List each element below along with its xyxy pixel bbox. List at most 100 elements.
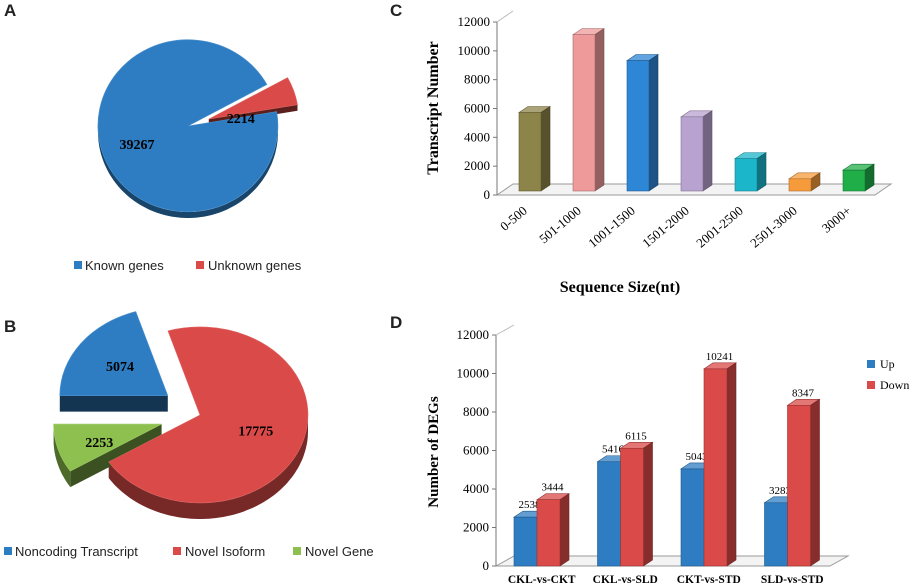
chart-d-x-tick-label-1: CKL-vs-SLD	[593, 574, 658, 586]
legend-b-swatch-1	[173, 547, 181, 555]
chart-d-bar-up-0	[513, 516, 538, 567]
pie-b-slice-2	[53, 423, 162, 472]
chart-d-y-tick-label-5: 10000	[457, 366, 490, 381]
chart-d-data-label-down-1: 6115	[625, 430, 647, 442]
chart-d-y-tick-label-0: 0	[483, 558, 490, 573]
panel-c-letter: C	[390, 1, 402, 20]
pie-a-slice-0	[97, 39, 279, 213]
pie-b-slice-label-0: 5074	[106, 360, 134, 375]
chart-c-y-tick-label-6: 12000	[458, 14, 491, 29]
chart-d-y-axis-title: Number of DEGs	[426, 396, 442, 508]
pie-b-slice-label-1: 17775	[238, 425, 273, 440]
chart-d-bar-down-2-side	[726, 362, 737, 567]
chart-c-x-tick-label-3: 1501-2000	[639, 203, 692, 251]
chart-d-data-label-up-3: 3283	[769, 485, 792, 497]
chart-c-bar-1	[572, 34, 596, 192]
chart-c-y-tick-label-5: 10000	[458, 43, 491, 58]
chart-c-x-tick-label-5: 2501-3000	[747, 203, 800, 251]
panel-a-letter: A	[4, 1, 16, 20]
chart-d-data-label-down-0: 3444	[542, 482, 565, 494]
legend-a-label-0: Known genes	[85, 258, 164, 273]
pie-b-slice-face-2-0	[70, 424, 162, 488]
chart-d-bar-down-1-side	[643, 441, 653, 567]
pie-a-slice-label-1: 2214	[227, 112, 255, 127]
chart-d-data-label-down-3: 8347	[792, 387, 815, 399]
legend-a-label-1: Unknown genes	[208, 258, 302, 273]
pie-b-slice-side-1-0	[108, 415, 308, 519]
chart-d-bar-down-3-side	[810, 398, 820, 567]
chart-d-bar-down-0	[536, 499, 561, 567]
pie-b-slice-label-2: 2253	[85, 436, 113, 451]
chart-d-y-tick-label-3: 6000	[463, 443, 489, 458]
legend-a-swatch-1	[196, 261, 204, 269]
pie-b-slice-side-2-0	[53, 424, 71, 488]
chart-c-bar-1-side	[594, 28, 605, 192]
chart-d-bar-down-1	[620, 447, 644, 567]
panel-a: A 39267 2214 Known genes Unknown genes	[4, 1, 302, 273]
pie-a-slice-label-0: 39267	[120, 138, 155, 153]
chart-c-bar-3	[680, 116, 704, 192]
chart-d-y-tick-label-6: 12000	[457, 327, 490, 342]
chart-d-bar-down-3	[787, 405, 811, 567]
chart-d-data-label-up-0: 2538	[519, 499, 542, 511]
chart-c-x-tick-label-0: 0-500	[497, 203, 530, 234]
chart-c-x-tick-label-4: 2001-2500	[693, 203, 746, 251]
chart-d-bar-up-2	[680, 468, 705, 567]
panel-b-letter: B	[4, 317, 16, 336]
legend-d-swatch-down	[867, 381, 875, 389]
pie-b-slice-1	[108, 326, 309, 504]
chart-d-bar-down-2	[703, 368, 728, 567]
chart-c-bar-3-side	[702, 110, 713, 192]
chart-d-x-tick-label-2: CKT-vs-STD	[677, 574, 741, 586]
chart-c-bar-4	[734, 158, 758, 192]
chart-d-x-tick-label-0: CKL-vs-CKT	[508, 574, 576, 586]
chart-c-y-tick-label-3: 6000	[464, 101, 490, 116]
chart-d-x-tick-label-3: SLD-vs-STD	[761, 574, 824, 586]
chart-d-data-label-down-2: 10241	[706, 351, 734, 363]
chart-c-x-axis-title: Sequence Size(nt)	[560, 279, 680, 296]
chart-c-y-tick-label-1: 2000	[464, 158, 490, 173]
legend-d-swatch-up	[867, 360, 875, 368]
bar-chart-c: 0 2000 4000 6000 8000 10000 12000 0-500 501-1000…	[458, 10, 893, 251]
legend-a-swatch-0	[74, 261, 82, 269]
legend-b-label-2: Novel Gene	[305, 544, 374, 559]
chart-c-x-tick-label-6: 3000+	[819, 203, 854, 236]
pie-b-slice-face-0-0	[59, 395, 168, 412]
panel-c: C 0 2000 4000 6000 8000 10000 12000 0-500 501-10…	[390, 1, 893, 296]
pie-b-legend: Noncoding Transcript Novel Isoform Novel…	[4, 544, 374, 559]
chart-c-y-axis-title: Transcript Number	[425, 41, 442, 174]
legend-b-label-0: Noncoding Transcript	[15, 544, 138, 559]
panel-b: B 5074 17775 2253 Noncoding Transcript Nov…	[4, 311, 374, 559]
chart-d-bar-up-3	[764, 502, 788, 567]
chart-d-y-tick-label-4: 8000	[463, 404, 489, 419]
chart-d-bar-down-0-side	[559, 493, 570, 567]
chart-c-bar-0-side	[540, 105, 551, 192]
chart-c-bar-0	[518, 112, 542, 192]
legend-d-label-up: Up	[880, 357, 895, 371]
chart-c-x-tick-label-1: 501-1000	[536, 203, 584, 247]
legend-d-label-down: Down	[880, 378, 909, 392]
chart-d-y-tick-label-2: 4000	[463, 481, 489, 496]
chart-c-y-tick-label-2: 4000	[464, 129, 490, 144]
panel-d-letter: D	[390, 313, 402, 332]
legend-b-swatch-0	[4, 547, 12, 555]
pie-b: 5074 17775 2253	[53, 311, 309, 519]
pie-a: 39267 2214	[97, 39, 298, 218]
pie-a-slice-1	[208, 77, 298, 120]
pie-b-slice-0	[59, 311, 169, 397]
chart-d-data-label-up-1: 5416	[602, 444, 625, 456]
chart-c-bar-4-side	[756, 152, 767, 192]
chart-c-y-tick-label-0: 0	[484, 187, 491, 202]
chart-c-y-axis-depth	[496, 10, 514, 23]
chart-d-y-axis-depth	[495, 324, 515, 336]
chart-c-bar-5	[788, 178, 812, 192]
chart-c-bar-6	[842, 169, 866, 192]
chart-d-legend: Up Down	[867, 357, 909, 392]
chart-c-y-tick-label-4: 8000	[464, 72, 490, 87]
legend-b-label-1: Novel Isoform	[185, 544, 265, 559]
chart-c-bar-2	[626, 60, 650, 192]
chart-d-y-tick-label-1: 2000	[463, 520, 489, 535]
